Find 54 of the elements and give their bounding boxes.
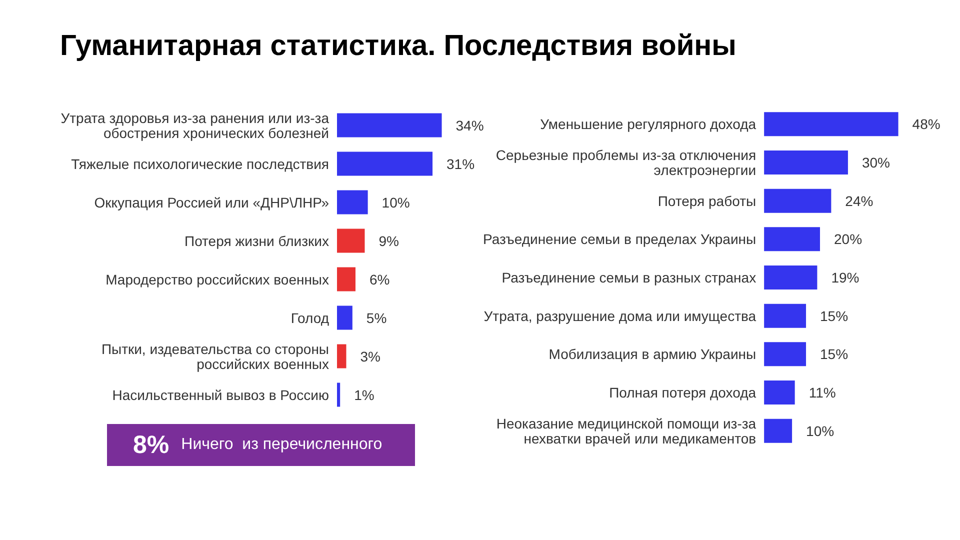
- data-label: 15%: [820, 308, 848, 324]
- y-tick-label: Оккупация Россией или «ДНР\ЛНР»: [94, 194, 330, 210]
- bar: [337, 228, 365, 253]
- y-tick-label: Неоказание медицинской помощи из-за нехватки врачей или медикаментов: [496, 415, 756, 446]
- data-label: 48%: [912, 116, 940, 132]
- y-tick-label: Потеря работы: [658, 192, 756, 209]
- y-tick-label: Насильственный вывоз в Россию: [112, 386, 329, 403]
- bar: [337, 152, 433, 176]
- y-tick-label: Полная потеря дохода: [609, 384, 756, 400]
- data-label: 10%: [382, 194, 410, 210]
- bar: [337, 113, 442, 138]
- bar: [764, 266, 818, 290]
- data-label: 1%: [354, 386, 374, 403]
- bar: [764, 342, 806, 366]
- y-tick-label: Разъединение семьи в пределах Украины: [482, 231, 756, 248]
- data-label: 19%: [831, 270, 860, 286]
- data-label: 31%: [446, 156, 475, 172]
- bar: [337, 190, 368, 214]
- bar: [764, 150, 848, 174]
- data-label: 24%: [845, 192, 874, 209]
- data-label: 15%: [820, 346, 848, 362]
- data-label: 30%: [862, 154, 890, 170]
- bar: [764, 304, 806, 328]
- text: 8%: [133, 430, 170, 460]
- data-label: 9%: [378, 232, 399, 249]
- bar: [764, 418, 792, 443]
- bar: [764, 380, 795, 404]
- y-tick-label: Потеря жизни близких: [184, 232, 329, 249]
- bar: [337, 267, 356, 292]
- bar: [764, 112, 898, 136]
- data-label: 34%: [456, 117, 484, 134]
- bar: [337, 382, 340, 407]
- bar: [337, 344, 346, 368]
- y-tick-label: Разъединение семьи в разных странах: [502, 270, 756, 286]
- data-label: 3%: [360, 348, 380, 364]
- y-tick-label: Голод: [290, 310, 329, 326]
- y-tick-label: Пытки, издевательства со стороны российских военных: [101, 340, 329, 372]
- chart-title: Гуманитарная статистика. Последствия войны: [60, 30, 738, 63]
- y-tick-label: Мобилизация в армию Украины: [548, 346, 756, 362]
- y-tick-label: Утрата здоровья из-за ранения или из-за обострения хронических болезней: [60, 110, 330, 141]
- y-tick-label: Тяжелые психологические последствия: [71, 156, 329, 172]
- data-label: 5%: [366, 310, 387, 326]
- y-tick-label: Мародерство российских военных: [106, 271, 329, 288]
- bar: [764, 227, 820, 252]
- data-label: 11%: [808, 384, 836, 400]
- data-label: 6%: [369, 271, 390, 288]
- text: Ничего из перечисленного: [181, 436, 382, 454]
- data-label: 10%: [806, 422, 834, 439]
- bar: [764, 188, 832, 213]
- data-label: 20%: [834, 231, 862, 248]
- y-tick-label: Серьезные проблемы из-за отключения электроэнергии: [496, 147, 756, 178]
- y-tick-label: Уменьшение регулярного дохода: [540, 116, 756, 132]
- bar: [337, 306, 352, 330]
- y-tick-label: Утрата, разрушение дома или имущества: [484, 308, 756, 324]
